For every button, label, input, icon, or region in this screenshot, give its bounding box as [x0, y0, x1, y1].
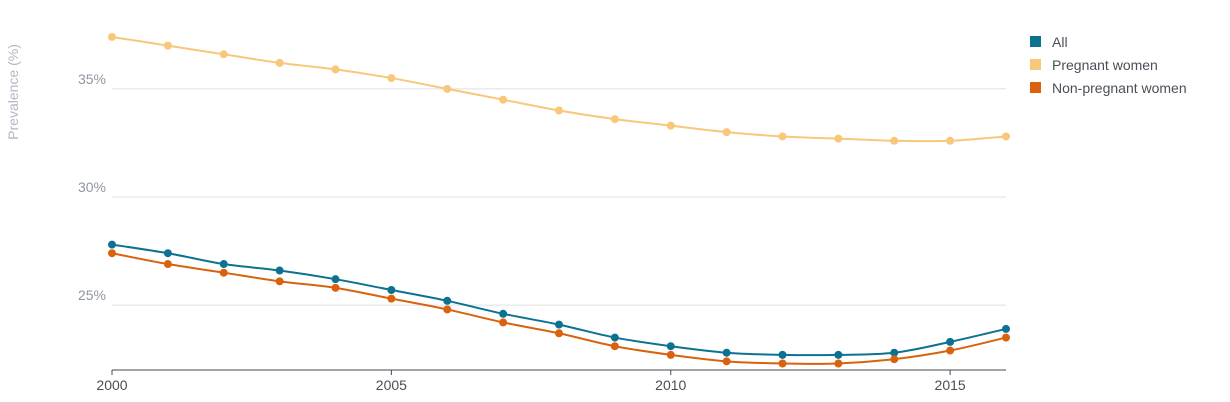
- data-point-pregnant-women-2006: [443, 84, 452, 93]
- y-axis-ticks: 25% 30% 35%: [78, 71, 106, 303]
- data-point-pregnant-women-2011: [722, 128, 731, 137]
- data-point-all-2007: [499, 309, 508, 318]
- data-point-non-pregnant-women-2009: [610, 342, 619, 351]
- data-point-all-2004: [331, 275, 340, 284]
- gridlines: [112, 88, 1006, 306]
- data-point-non-pregnant-women-2012: [778, 359, 787, 368]
- data-point-all-2010: [666, 342, 675, 351]
- data-point-non-pregnant-women-2004: [331, 283, 340, 292]
- data-point-pregnant-women-2000: [108, 32, 116, 41]
- data-point-pregnant-women-2015: [946, 136, 955, 145]
- data-point-pregnant-women-2013: [834, 134, 843, 143]
- data-point-pregnant-women-2005: [387, 74, 396, 83]
- legend-label-pregnant-women: Pregnant women: [1052, 57, 1158, 73]
- series-line-all: [111, 243, 1007, 357]
- data-point-non-pregnant-women-2015: [946, 346, 955, 355]
- data-point-non-pregnant-women-2007: [499, 318, 508, 327]
- data-point-non-pregnant-women-2001: [163, 260, 172, 269]
- data-point-all-2006: [443, 296, 452, 305]
- data-point-non-pregnant-women-2013: [834, 359, 843, 368]
- data-point-non-pregnant-women-2008: [555, 329, 563, 338]
- data-point-non-pregnant-women-2016: [1002, 333, 1010, 342]
- data-point-all-2011: [722, 348, 731, 357]
- data-point-all-2013: [834, 350, 843, 359]
- data-point-pregnant-women-2007: [499, 95, 508, 104]
- legend-item-non-pregnant-women[interactable]: Non-pregnant women: [1030, 80, 1187, 96]
- series-group: [108, 32, 1010, 368]
- data-point-non-pregnant-women-2011: [722, 357, 731, 366]
- data-point-pregnant-women-2014: [890, 136, 899, 145]
- data-point-pregnant-women-2010: [666, 121, 675, 130]
- data-point-all-2012: [778, 350, 787, 359]
- y-tick-label: 30%: [78, 179, 106, 195]
- y-tick-label: 35%: [78, 71, 106, 87]
- data-point-pregnant-women-2002: [219, 50, 228, 59]
- data-point-non-pregnant-women-2006: [443, 305, 452, 314]
- x-axis-ticks: 2000 2005 2010 2015: [96, 370, 966, 393]
- data-point-pregnant-women-2004: [331, 65, 340, 74]
- data-point-non-pregnant-women-2014: [890, 355, 899, 364]
- data-point-pregnant-women-2012: [778, 132, 787, 141]
- data-point-non-pregnant-women-2010: [666, 350, 675, 359]
- data-point-pregnant-women-2003: [275, 58, 284, 67]
- legend-swatch-pregnant-women: [1030, 59, 1041, 70]
- data-point-non-pregnant-women-2002: [219, 268, 228, 277]
- legend-swatch-all: [1030, 36, 1041, 47]
- legend-item-pregnant-women[interactable]: Pregnant women: [1030, 57, 1158, 73]
- data-point-all-2002: [219, 260, 228, 269]
- legend-item-all[interactable]: All: [1030, 34, 1068, 50]
- x-tick-label: 2015: [935, 377, 966, 393]
- data-point-all-2001: [163, 249, 172, 258]
- data-point-all-2005: [387, 285, 396, 294]
- data-point-pregnant-women-2008: [555, 106, 563, 115]
- series-non-pregnant-women: [108, 249, 1010, 368]
- data-point-all-2009: [610, 333, 619, 342]
- series-pregnant-women: [108, 32, 1010, 145]
- data-point-all-2014: [890, 348, 899, 357]
- x-tick-label: 2000: [96, 377, 127, 393]
- data-point-all-2003: [275, 266, 284, 275]
- series-line-non-pregnant-women: [111, 252, 1007, 365]
- data-point-all-2000: [108, 240, 116, 249]
- data-point-all-2008: [555, 320, 563, 329]
- series-all: [108, 240, 1010, 359]
- data-point-pregnant-women-2009: [610, 115, 619, 124]
- legend-label-non-pregnant-women: Non-pregnant women: [1052, 80, 1187, 96]
- y-axis-label: Prevalence (%): [5, 44, 21, 140]
- data-point-pregnant-women-2001: [163, 41, 172, 50]
- data-point-pregnant-women-2016: [1002, 132, 1010, 141]
- data-point-non-pregnant-women-2000: [108, 249, 116, 258]
- data-point-all-2016: [1002, 324, 1010, 333]
- legend[interactable]: All Pregnant women Non-pregnant women: [1030, 34, 1187, 96]
- x-tick-label: 2005: [376, 377, 407, 393]
- legend-label-all: All: [1052, 34, 1068, 50]
- y-tick-label: 25%: [78, 287, 106, 303]
- data-point-non-pregnant-women-2005: [387, 294, 396, 303]
- data-point-all-2015: [946, 337, 955, 346]
- x-tick-label: 2010: [655, 377, 686, 393]
- data-point-non-pregnant-women-2003: [275, 277, 284, 286]
- legend-swatch-non-pregnant-women: [1030, 82, 1041, 93]
